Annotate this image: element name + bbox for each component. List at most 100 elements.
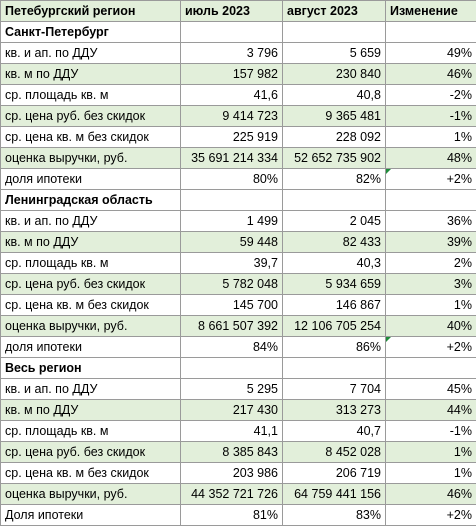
change-cell[interactable]: 36% <box>386 211 476 232</box>
august-value-cell[interactable]: 64 759 441 156 <box>283 484 386 505</box>
change-cell[interactable]: 45% <box>386 379 476 400</box>
section-title[interactable]: Весь регион <box>1 358 181 379</box>
july-value-cell[interactable]: 1 499 <box>181 211 283 232</box>
change-cell[interactable]: 46% <box>386 484 476 505</box>
empty-cell[interactable] <box>386 358 476 379</box>
august-value-cell[interactable]: 40,7 <box>283 421 386 442</box>
change-cell[interactable]: 40% <box>386 316 476 337</box>
change-cell[interactable]: +2% <box>386 337 476 358</box>
section-title[interactable]: Санкт-Петербург <box>1 22 181 43</box>
august-value-cell[interactable]: 228 092 <box>283 127 386 148</box>
header-july[interactable]: июль 2023 <box>181 1 283 22</box>
july-value-cell[interactable]: 9 414 723 <box>181 106 283 127</box>
change-cell[interactable]: 1% <box>386 127 476 148</box>
empty-cell[interactable] <box>283 190 386 211</box>
august-value-cell[interactable]: 313 273 <box>283 400 386 421</box>
august-value-cell[interactable]: 82 433 <box>283 232 386 253</box>
metric-label-cell[interactable]: кв. м по ДДУ <box>1 400 181 421</box>
august-value-cell[interactable]: 206 719 <box>283 463 386 484</box>
change-cell[interactable]: 39% <box>386 232 476 253</box>
metric-label-cell[interactable]: ср. цена руб. без скидок <box>1 442 181 463</box>
july-value-cell[interactable]: 41,1 <box>181 421 283 442</box>
metric-label-cell[interactable]: ср. цена кв. м без скидок <box>1 127 181 148</box>
july-value-cell[interactable]: 217 430 <box>181 400 283 421</box>
change-cell[interactable]: 1% <box>386 295 476 316</box>
change-cell[interactable]: 46% <box>386 64 476 85</box>
july-value-cell[interactable]: 8 385 843 <box>181 442 283 463</box>
metric-label-cell[interactable]: кв. м по ДДУ <box>1 64 181 85</box>
header-change[interactable]: Изменение <box>386 1 476 22</box>
august-value-cell[interactable]: 146 867 <box>283 295 386 316</box>
august-value-cell[interactable]: 40,8 <box>283 85 386 106</box>
metric-label-cell[interactable]: ср. площадь кв. м <box>1 421 181 442</box>
august-value-cell[interactable]: 5 659 <box>283 43 386 64</box>
metric-label-cell[interactable]: кв. и ап. по ДДУ <box>1 211 181 232</box>
section-title[interactable]: Ленинградская область <box>1 190 181 211</box>
metric-label-cell[interactable]: ср. цена кв. м без скидок <box>1 463 181 484</box>
july-value-cell[interactable]: 225 919 <box>181 127 283 148</box>
july-value-cell[interactable]: 81% <box>181 505 283 526</box>
metric-label-cell[interactable]: ср. площадь кв. м <box>1 253 181 274</box>
empty-cell[interactable] <box>181 358 283 379</box>
metric-label-cell[interactable]: кв. м по ДДУ <box>1 232 181 253</box>
august-value-cell[interactable]: 52 652 735 902 <box>283 148 386 169</box>
change-cell[interactable]: 48% <box>386 148 476 169</box>
august-value-cell[interactable]: 230 840 <box>283 64 386 85</box>
change-cell[interactable]: 44% <box>386 400 476 421</box>
july-value-cell[interactable]: 35 691 214 334 <box>181 148 283 169</box>
change-cell[interactable]: +2% <box>386 505 476 526</box>
july-value-cell[interactable]: 5 295 <box>181 379 283 400</box>
metric-label-cell[interactable]: кв. и ап. по ДДУ <box>1 43 181 64</box>
july-value-cell[interactable]: 39,7 <box>181 253 283 274</box>
july-value-cell[interactable]: 145 700 <box>181 295 283 316</box>
metric-label-cell[interactable]: ср. цена руб. без скидок <box>1 106 181 127</box>
change-cell[interactable]: -1% <box>386 106 476 127</box>
change-cell[interactable]: 3% <box>386 274 476 295</box>
change-cell[interactable]: -1% <box>386 421 476 442</box>
empty-cell[interactable] <box>181 190 283 211</box>
change-cell[interactable]: -2% <box>386 85 476 106</box>
metric-label-cell[interactable]: ср. цена кв. м без скидок <box>1 295 181 316</box>
july-value-cell[interactable]: 44 352 721 726 <box>181 484 283 505</box>
empty-cell[interactable] <box>181 22 283 43</box>
change-cell[interactable]: 49% <box>386 43 476 64</box>
august-value-cell[interactable]: 40,3 <box>283 253 386 274</box>
august-value-cell[interactable]: 5 934 659 <box>283 274 386 295</box>
header-region[interactable]: Петебургский регион <box>1 1 181 22</box>
metric-label-cell[interactable]: Доля ипотеки <box>1 505 181 526</box>
july-value-cell[interactable]: 84% <box>181 337 283 358</box>
empty-cell[interactable] <box>283 22 386 43</box>
metric-label-cell[interactable]: оценка выручки, руб. <box>1 484 181 505</box>
metric-label-cell[interactable]: кв. и ап. по ДДУ <box>1 379 181 400</box>
august-value-cell[interactable]: 83% <box>283 505 386 526</box>
july-value-cell[interactable]: 203 986 <box>181 463 283 484</box>
august-value-cell[interactable]: 82% <box>283 169 386 190</box>
empty-cell[interactable] <box>283 358 386 379</box>
august-value-cell[interactable]: 86% <box>283 337 386 358</box>
change-cell[interactable]: 2% <box>386 253 476 274</box>
change-cell[interactable]: +2% <box>386 169 476 190</box>
july-value-cell[interactable]: 5 782 048 <box>181 274 283 295</box>
metric-label-cell[interactable]: оценка выручки, руб. <box>1 148 181 169</box>
july-value-cell[interactable]: 80% <box>181 169 283 190</box>
august-value-cell[interactable]: 9 365 481 <box>283 106 386 127</box>
august-value-cell[interactable]: 2 045 <box>283 211 386 232</box>
metric-label-cell[interactable]: доля ипотеки <box>1 337 181 358</box>
metric-label-cell[interactable]: доля ипотеки <box>1 169 181 190</box>
august-value-cell[interactable]: 7 704 <box>283 379 386 400</box>
metric-label-cell[interactable]: ср. площадь кв. м <box>1 85 181 106</box>
empty-cell[interactable] <box>386 22 476 43</box>
july-value-cell[interactable]: 8 661 507 392 <box>181 316 283 337</box>
change-cell[interactable]: 1% <box>386 463 476 484</box>
july-value-cell[interactable]: 157 982 <box>181 64 283 85</box>
july-value-cell[interactable]: 59 448 <box>181 232 283 253</box>
empty-cell[interactable] <box>386 190 476 211</box>
header-august[interactable]: август 2023 <box>283 1 386 22</box>
august-value-cell[interactable]: 8 452 028 <box>283 442 386 463</box>
july-value-cell[interactable]: 41,6 <box>181 85 283 106</box>
july-value-cell[interactable]: 3 796 <box>181 43 283 64</box>
august-value-cell[interactable]: 12 106 705 254 <box>283 316 386 337</box>
metric-label-cell[interactable]: ср. цена руб. без скидок <box>1 274 181 295</box>
change-cell[interactable]: 1% <box>386 442 476 463</box>
metric-label-cell[interactable]: оценка выручки, руб. <box>1 316 181 337</box>
